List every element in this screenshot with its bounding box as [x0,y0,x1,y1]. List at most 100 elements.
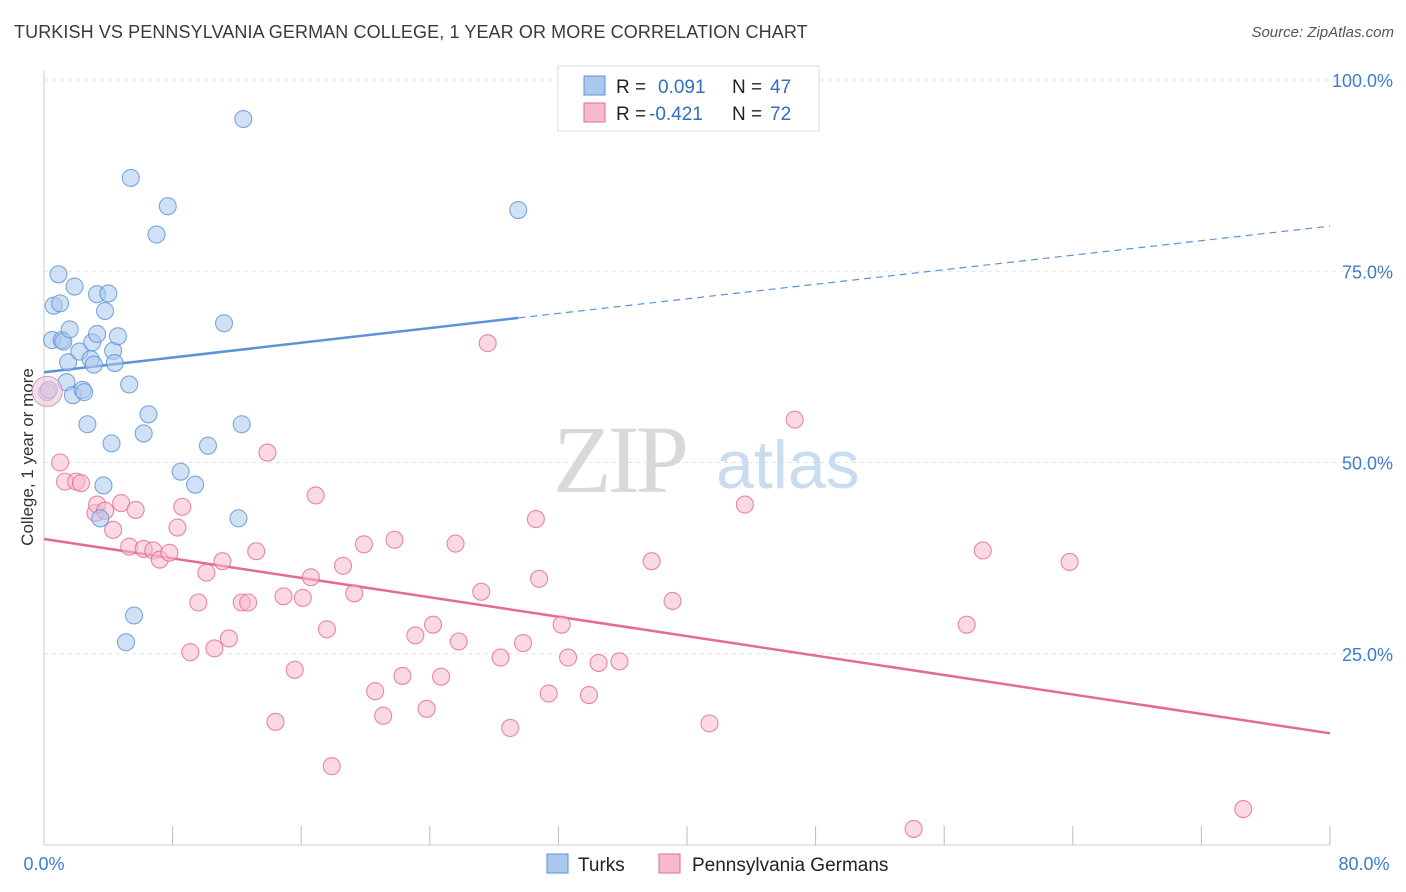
point-turks-36 [158,197,177,216]
point-turks-20 [87,324,107,344]
trend-lines [43,225,1331,735]
point-pennsylvania-germans-30 [285,660,304,679]
point-turks-8 [59,353,78,372]
point-turks-39 [198,436,218,455]
data-points [31,109,1253,838]
point-turks-35 [147,225,166,244]
series-legend-label-turks: Turks [578,855,625,876]
series-legend-swatch-pennsylvania-germans [658,853,681,874]
point-pennsylvania-germans-20 [197,563,216,582]
y-tick-label-75: 75.0% [1342,262,1393,282]
trend-line-pennsylvania-germans [43,537,1331,735]
point-pennsylvania-germans-18 [181,643,200,662]
point-pennsylvania-germans-22 [213,552,232,571]
watermark-zip: ZIP [553,406,686,513]
y-tick-label-50: 50.0% [1342,454,1393,474]
point-turks-34 [139,405,158,424]
source-credit: Source: ZipAtlas.com [1251,24,1394,41]
point-pennsylvania-germans-29 [274,587,293,606]
y-axis-label: College, 1 year or more [18,368,37,546]
point-turks-33 [134,424,153,443]
point-pennsylvania-germans-53 [513,633,533,653]
point-pennsylvania-germans-58 [558,648,578,667]
point-turks-25 [102,434,121,453]
point-turks-31 [121,168,140,187]
legend-n-value-turks: 47 [770,77,791,98]
point-pennsylvania-germans-31 [293,588,312,607]
y-tick-label-25: 25.0% [1342,645,1393,665]
point-pennsylvania-germans-71 [1234,799,1253,819]
point-pennsylvania-germans-70 [1060,552,1079,572]
point-pennsylvania-germans-42 [393,666,412,685]
point-pennsylvania-germans-52 [501,718,520,738]
point-turks-40 [214,314,234,333]
point-turks-32 [124,606,144,625]
point-pennsylvania-germans-68 [957,615,976,634]
point-pennsylvania-germans-67 [904,819,923,838]
point-pennsylvania-germans-56 [539,684,558,703]
point-pennsylvania-germans-35 [322,757,341,776]
point-turks-28 [108,327,127,346]
x-ticks [172,826,1331,845]
point-pennsylvania-germans-25 [239,593,258,612]
point-turks-24 [99,284,118,303]
point-turks-3 [49,265,68,284]
legend-swatch-pennsylvania-germans [583,102,606,123]
correlation-legend: R = 0.091 N = 47 R = -0.421 N = 72 [557,65,820,132]
point-pennsylvania-germans-45 [423,615,443,634]
point-pennsylvania-germans-38 [354,535,373,554]
point-pennsylvania-germans-4 [71,474,91,493]
point-pennsylvania-germans-46 [432,667,451,686]
point-pennsylvania-germans-51 [491,648,510,667]
legend-swatch-turks [583,75,606,96]
grid-lines [44,79,1392,655]
point-pennsylvania-germans-27 [258,443,277,462]
point-turks-44 [509,201,528,220]
legend-r-label-turks: R = [616,77,646,98]
x-tick-label-max: 80.0% [1338,854,1389,874]
legend-r-value-turks: 0.091 [658,77,706,98]
point-pennsylvania-germans-63 [663,591,682,611]
point-turks-43 [234,109,253,129]
series-legend: Turks Pennsylvania Germans [546,853,888,876]
point-pennsylvania-germans-66 [785,410,804,429]
point-pennsylvania-germans-49 [472,582,491,601]
point-turks-30 [120,375,139,394]
point-pennsylvania-germans-44 [417,699,436,718]
series-legend-swatch-turks [546,853,569,874]
point-pennsylvania-germans-40 [374,706,393,725]
point-pennsylvania-germans-60 [589,653,608,672]
trend-extension-turks [518,225,1331,319]
point-turks-37 [171,462,190,481]
point-pennsylvania-germans-54 [526,510,545,529]
point-pennsylvania-germans-21 [205,639,224,658]
point-pennsylvania-germans-69 [973,541,992,560]
point-pennsylvania-germans-33 [306,486,325,505]
point-pennsylvania-germans-34 [317,620,336,639]
point-pennsylvania-germans-62 [642,552,661,571]
point-pennsylvania-germans-55 [530,569,549,588]
watermark: ZIP atlas [553,406,860,513]
legend-r-label-pennsylvania-germans: R = [616,104,646,125]
x-tick-label-min: 0.0% [23,854,64,874]
point-turks-15 [78,415,97,434]
point-pennsylvania-germans-47 [446,534,465,553]
point-pennsylvania-germans-50 [478,334,497,353]
point-pennsylvania-germans-17 [173,497,192,516]
point-turks-9 [60,320,79,339]
point-turks-38 [186,475,205,494]
legend-n-label-turks: N = [732,77,762,98]
point-turks-21 [91,509,110,528]
point-pennsylvania-germans-15 [160,543,179,562]
point-pennsylvania-germans-37 [345,584,364,603]
point-pennsylvania-germans-23 [219,629,238,648]
point-pennsylvania-germans-19 [189,593,208,612]
point-turks-18 [84,355,103,374]
point-pennsylvania-germans-8 [104,520,123,539]
point-turks-41 [229,509,248,528]
y-tick-label-100: 100.0% [1332,71,1393,91]
legend-n-label-pennsylvania-germans: N = [732,104,762,125]
point-pennsylvania-germans-57 [552,615,571,634]
point-pennsylvania-germans-64 [700,714,719,733]
